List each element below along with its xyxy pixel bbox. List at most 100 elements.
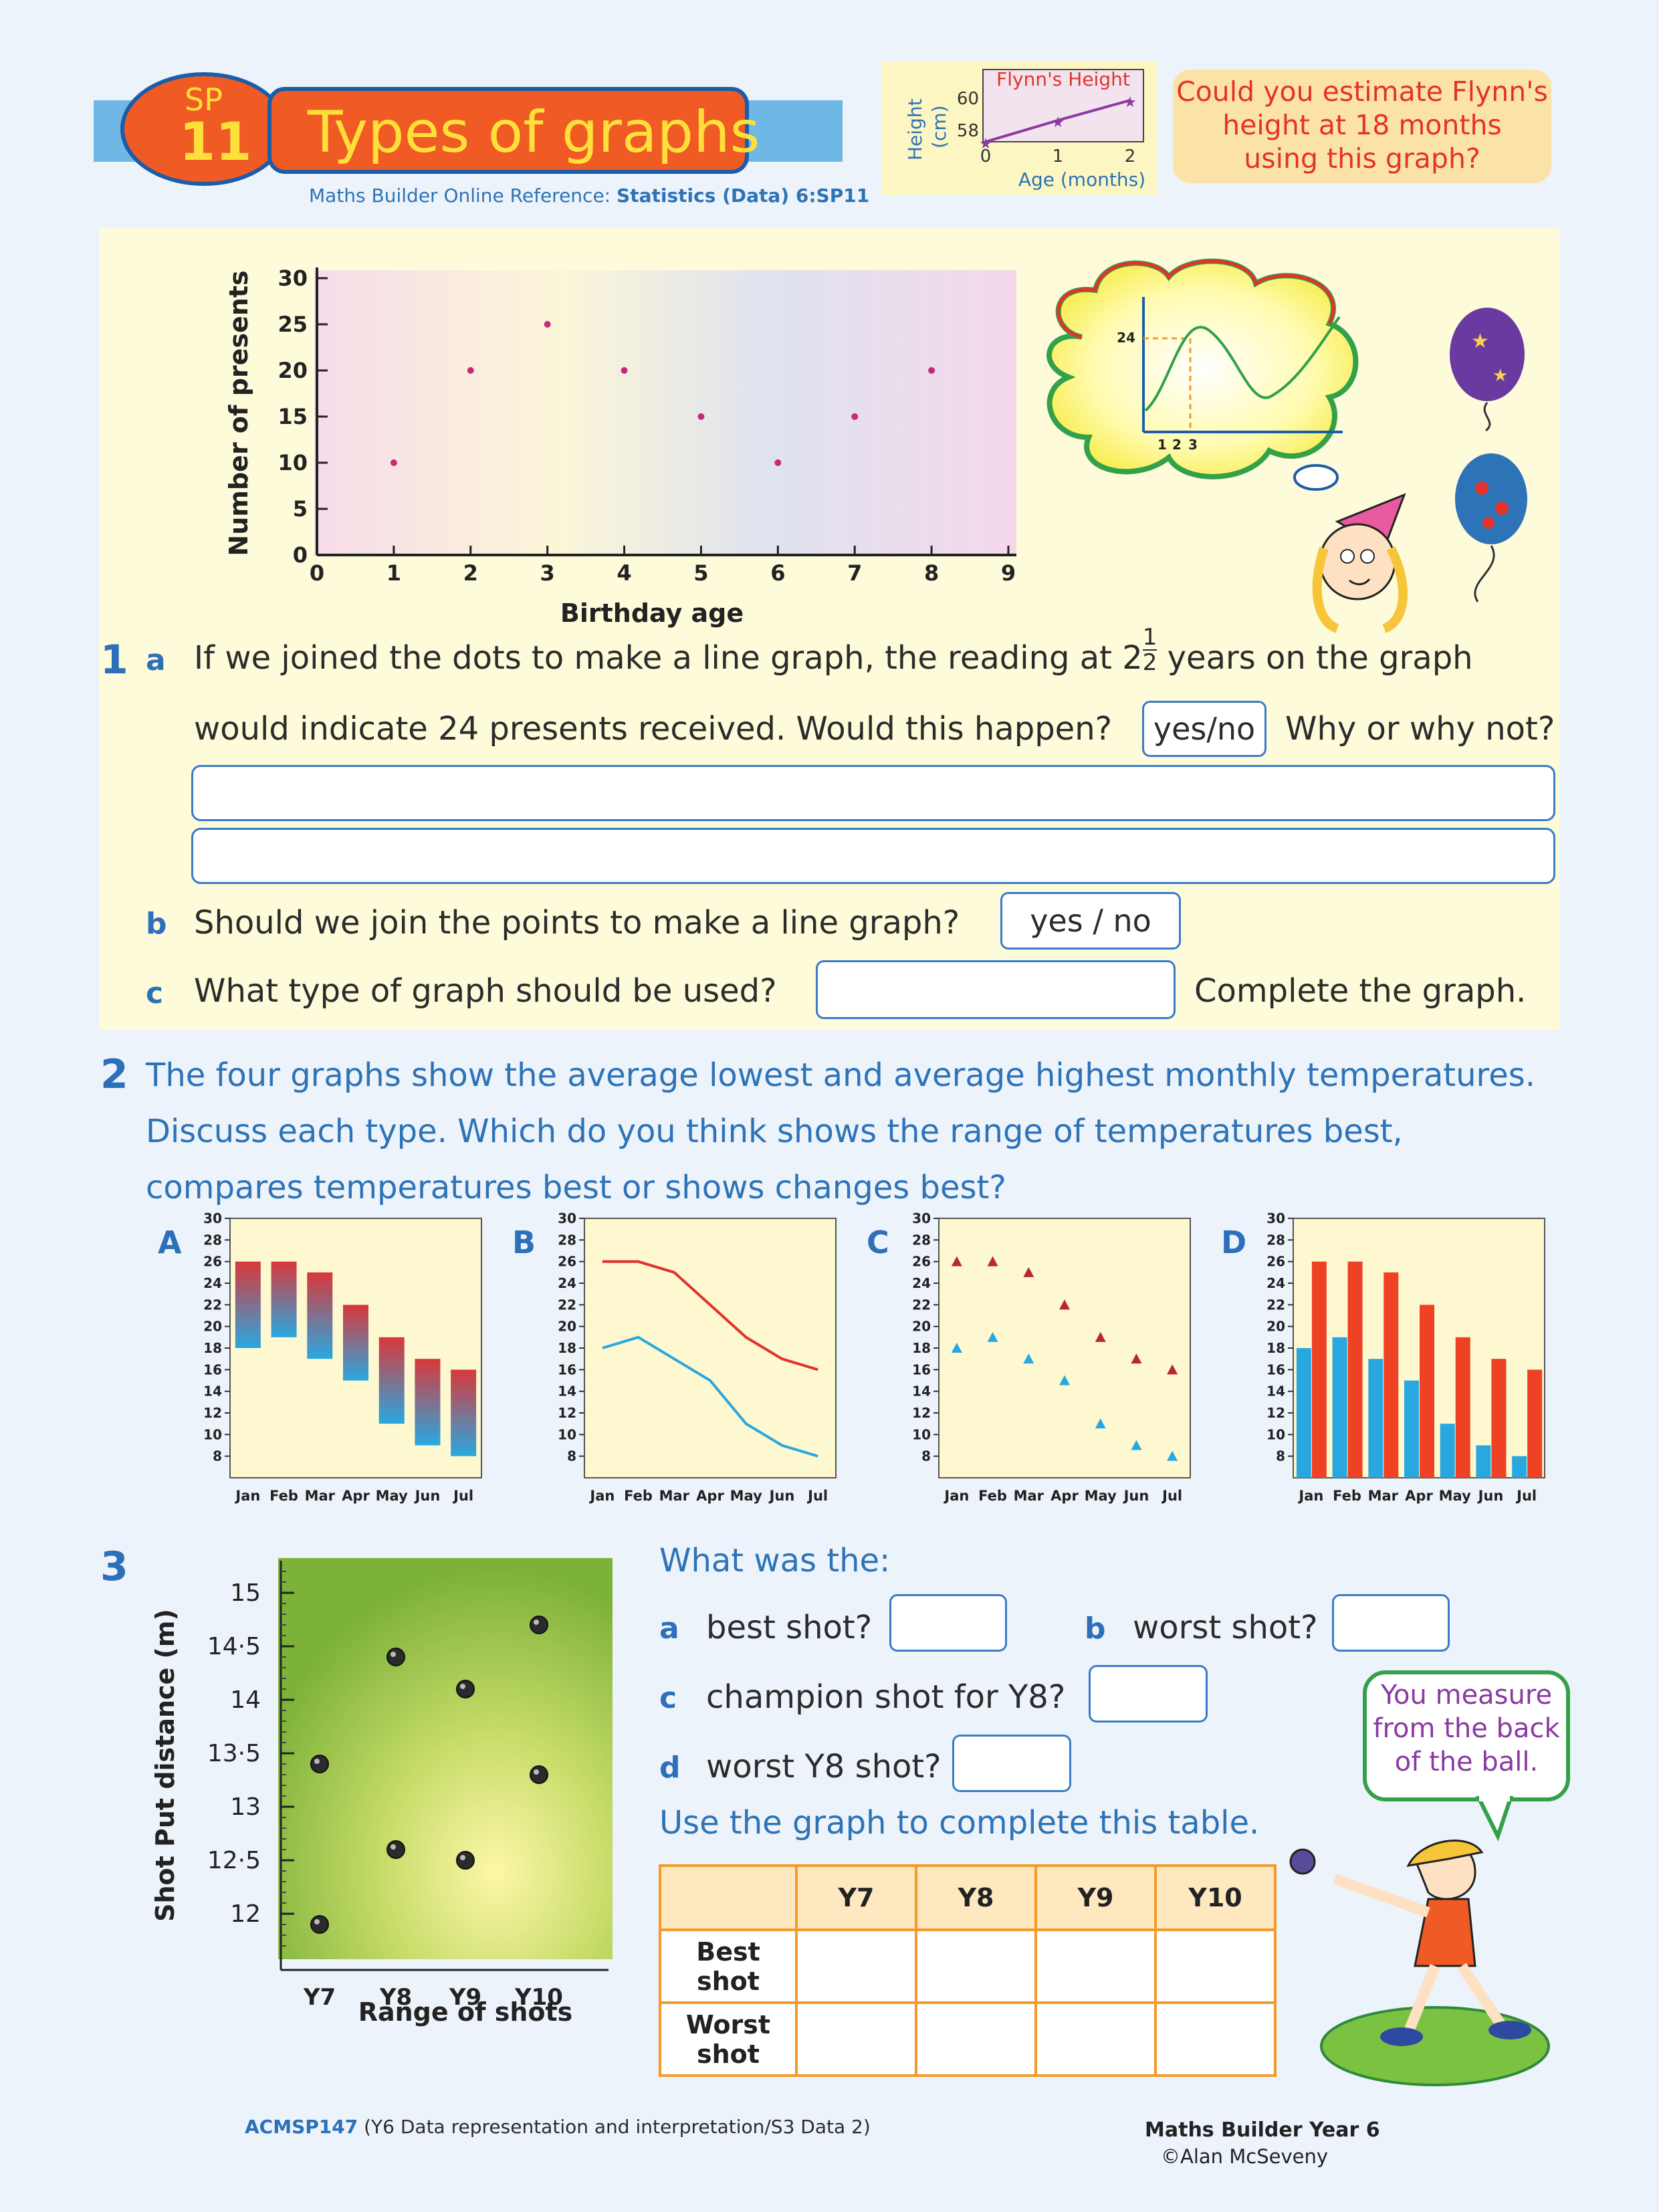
q1c-answer-box[interactable] [816, 960, 1176, 1019]
online-reference: Maths Builder Online Reference: Statisti… [309, 185, 869, 207]
temp-xtick-label: Feb [1333, 1488, 1361, 1504]
callout-line: height at 18 months [1222, 109, 1502, 141]
temp-point [1095, 1418, 1106, 1429]
party-girl-illustration [1312, 493, 1408, 633]
speech-line: from the back [1373, 1713, 1560, 1744]
question-3-number: 3 [100, 1543, 128, 1590]
temp-panel-label: C [867, 1224, 889, 1260]
balloon-star-icon: ★ [1492, 366, 1508, 386]
table-header-y8: Y8 [915, 1864, 1037, 1931]
table-answer-cell[interactable] [795, 1928, 917, 2004]
speech-tail-shape [1475, 1796, 1514, 1842]
temp-range-bar [307, 1272, 333, 1359]
shot-put-boy-illustration [1289, 1840, 1550, 2086]
temp-chart-A: A 30 28 26 24 22 20 18 16 14 12 10 8 Jan Feb Mar Apr May J… [158, 1210, 482, 1504]
table-answer-cell[interactable] [915, 1928, 1037, 2004]
q3b-answer-box[interactable] [1332, 1594, 1450, 1652]
temp-ytick-label: 10 [203, 1426, 222, 1442]
temp-ytick-label: 14 [1266, 1384, 1285, 1400]
presents-point [774, 459, 782, 466]
shot-point-highlight [534, 1769, 539, 1775]
shot-points [310, 1616, 548, 1934]
q1a-answer-line-1[interactable] [191, 765, 1555, 821]
temp-ytick-label: 12 [558, 1405, 576, 1421]
shot-xtick-label: Y7 [303, 1984, 336, 2011]
temp-xtick-label: Apr [696, 1488, 724, 1504]
temp-ytick-label: 24 [912, 1275, 931, 1291]
shot-point [310, 1915, 329, 1934]
table-header-y9: Y9 [1034, 1864, 1157, 1931]
mini-chart-xtick: 0 [980, 146, 992, 167]
temp-xtick-label: Jan [943, 1488, 969, 1504]
sp-label: SP [185, 82, 223, 118]
temp-xtick-label: Jul [452, 1488, 473, 1504]
temp-series-line [602, 1335, 818, 1458]
row-label-line: Best [696, 1937, 760, 1967]
temp-xtick-label: Feb [978, 1488, 1007, 1504]
q3a-text: best shot? [706, 1609, 873, 1646]
temp-point [1167, 1364, 1178, 1375]
sp-number: 11 [179, 112, 252, 173]
girl-hair [1312, 546, 1408, 633]
shot-point [530, 1765, 548, 1784]
row-label-line: Worst [685, 2009, 771, 2039]
table-answer-cell[interactable] [1034, 2001, 1157, 2077]
thought-xtick: 3 [1188, 437, 1198, 453]
temp-point [1023, 1353, 1034, 1364]
table-answer-cell[interactable] [915, 2001, 1037, 2077]
table-answer-cell[interactable] [1154, 1928, 1277, 2004]
temp-ytick-label: 12 [203, 1405, 222, 1421]
q3d-answer-box[interactable] [952, 1735, 1071, 1792]
presents-points [390, 321, 935, 466]
girl-eye [1360, 549, 1375, 564]
temp-range-bar [415, 1359, 441, 1446]
table-answer-cell[interactable] [795, 2001, 917, 2077]
q3b-letter: b [1085, 1612, 1106, 1646]
temp-ytick-label: 26 [203, 1254, 222, 1270]
q3-table-prompt: Use the graph to complete this table. [659, 1804, 1260, 1842]
q1a-line2: would indicate 24 presents received. Wou… [194, 710, 1113, 748]
presents-xtick-label: 0 [310, 560, 324, 586]
temp-xtick-label: Feb [269, 1488, 298, 1504]
table-answer-cell[interactable] [1034, 1928, 1157, 2004]
row-label-worst: Worst shot [659, 2001, 798, 2077]
table-corner-cell [659, 1864, 798, 1931]
question-1-number: 1 [100, 637, 128, 683]
temp-bar [1311, 1261, 1327, 1478]
shot-ytick-label: 12 [230, 1900, 261, 1928]
table-answer-cell[interactable] [1154, 2001, 1277, 2077]
presents-xtick-label: 7 [847, 560, 862, 586]
q3c-answer-box[interactable] [1089, 1665, 1208, 1723]
speech-tail [1475, 1796, 1514, 1842]
temp-bar [1404, 1380, 1419, 1478]
presents-point [697, 413, 705, 420]
boy-shoe [1488, 2021, 1531, 2039]
boy-shirt [1414, 1898, 1476, 1967]
balloon-purple [1450, 308, 1525, 401]
shot-xtick-label: Y9 [449, 1984, 481, 2011]
sp-badge [120, 72, 288, 186]
presents-xtick-label: 1 [386, 560, 401, 586]
callout-line: Could you estimate Flynn's [1176, 76, 1548, 108]
q1b-yesno-box[interactable]: yes / no [1000, 892, 1181, 950]
temp-ytick-label: 14 [203, 1384, 222, 1400]
girl-eye [1340, 549, 1355, 564]
temp-ytick-label: 16 [203, 1361, 222, 1377]
temp-series-line [602, 1260, 818, 1371]
thought-cloud: 24 1 2 3 [1046, 258, 1359, 491]
temp-ytick-label: 26 [1266, 1254, 1285, 1270]
temp-ytick-label: 8 [213, 1448, 222, 1464]
temp-ytick-label: 12 [912, 1405, 931, 1421]
temp-ytick-label: 8 [921, 1448, 931, 1464]
q3a-answer-box[interactable] [889, 1594, 1007, 1652]
mini-height-chart: Flynn's Height Height (cm) 60 58 0 1 2 ★… [904, 68, 1145, 191]
temp-ytick-label: 22 [912, 1297, 931, 1313]
thought-xtick: 1 [1157, 437, 1167, 453]
temp-xtick-label: May [1439, 1488, 1471, 1504]
mini-chart-ylabel-2: (cm) [928, 105, 950, 148]
q1a-yesno-box[interactable]: yes/no [1142, 701, 1266, 757]
balloon-dot [1475, 481, 1488, 495]
row-label-line: shot [697, 1966, 760, 1996]
q1a-answer-line-2[interactable] [191, 828, 1555, 884]
